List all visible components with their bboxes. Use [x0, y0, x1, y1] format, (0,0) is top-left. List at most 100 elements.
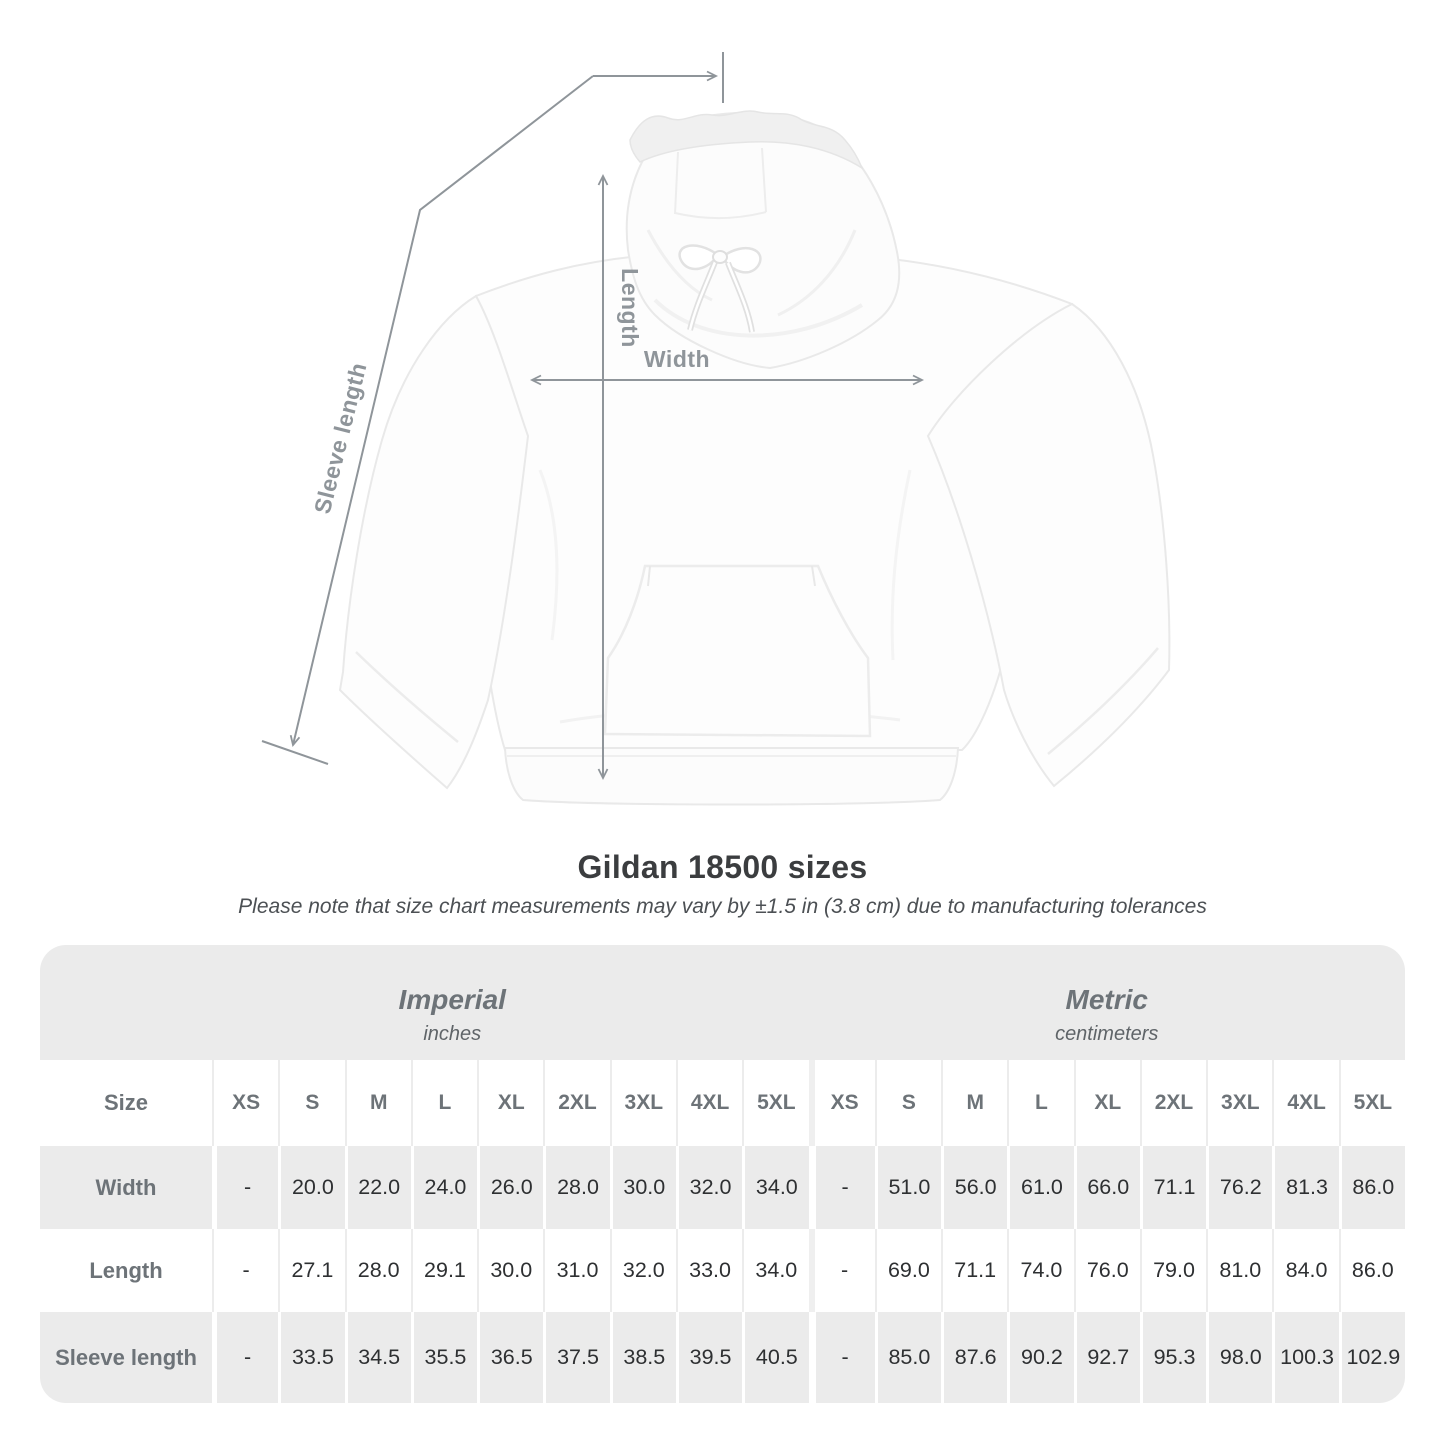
unit-group-header-row: Imperial inches Metric centimeters — [40, 945, 1405, 1060]
value-cell: 33.5 — [278, 1312, 345, 1403]
value-cell: 22.0 — [344, 1146, 411, 1229]
size-header-cell: L — [410, 1060, 477, 1146]
length-label: Length — [617, 268, 643, 348]
length-row: Length -27.1 28.0 29.1 30.0 31.0 32.0 33.0 34.0… — [40, 1229, 1405, 1312]
value-cell: 27.1 — [278, 1229, 344, 1312]
value-cell: 61.0 — [1007, 1146, 1074, 1229]
hoodie-hem-band — [503, 747, 960, 806]
value-cell: 87.6 — [941, 1312, 1008, 1403]
size-header-cell: 5XL — [742, 1060, 808, 1146]
value-cell: 26.0 — [477, 1146, 544, 1229]
value-cell: 33.0 — [675, 1229, 742, 1312]
value-cell: 38.5 — [609, 1312, 676, 1403]
size-header-cell: M — [344, 1060, 411, 1146]
value-cell: 100.3 — [1272, 1312, 1339, 1403]
imperial-group-unit: inches — [423, 1022, 482, 1045]
value-cell: 30.0 — [609, 1146, 676, 1229]
metric-group-unit: centimeters — [1055, 1022, 1159, 1045]
value-cell: 92.7 — [1073, 1312, 1140, 1403]
value-cell: 31.0 — [543, 1229, 609, 1312]
value-cell: 34.5 — [344, 1312, 411, 1403]
value-cell: 86.0 — [1338, 1146, 1405, 1229]
size-header-cell: L — [1007, 1060, 1073, 1146]
size-header-row: Size XS S M L XL 2XL 3XL 4XL 5XL XS S M L XL 2XL 3XL 4XL… — [40, 1060, 1405, 1146]
hoodie-pocket — [603, 564, 872, 738]
value-cell: - — [212, 1146, 279, 1229]
value-cell: 74.0 — [1007, 1229, 1073, 1312]
value-cell: 32.0 — [609, 1229, 676, 1312]
size-header-cell: 3XL — [1206, 1060, 1272, 1146]
sleeve-length-row: Sleeve length -33.5 34.5 35.5 36.5 37.5 38.5 3… — [40, 1312, 1405, 1403]
value-cell: 34.0 — [742, 1229, 808, 1312]
width-label: Width — [644, 346, 710, 372]
value-cell: 34.0 — [742, 1146, 809, 1229]
size-column-header: Size — [103, 1090, 149, 1115]
value-cell: 76.0 — [1073, 1229, 1140, 1312]
value-cell: - — [212, 1312, 279, 1403]
size-table: Imperial inches Metric centimeters Size … — [40, 945, 1405, 1403]
value-cell: 29.1 — [410, 1229, 477, 1312]
size-header-cell: 4XL — [675, 1060, 742, 1146]
hoodie-drawstring — [678, 244, 762, 333]
value-cell: 90.2 — [1007, 1312, 1074, 1403]
size-header-cell: 2XL — [1139, 1060, 1206, 1146]
value-cell: 76.2 — [1206, 1146, 1273, 1229]
value-cell: 81.3 — [1272, 1146, 1339, 1229]
value-cell: 32.0 — [675, 1146, 743, 1229]
value-cell: 71.1 — [941, 1229, 1007, 1312]
value-cell: 39.5 — [675, 1312, 743, 1403]
page-title: Gildan 18500 sizes — [577, 849, 868, 885]
sleeve-length-label: Sleeve length — [309, 360, 372, 516]
row-label-sleeve-length: Sleeve length — [40, 1312, 212, 1403]
row-label-length: Length — [89, 1257, 163, 1283]
value-cell: - — [808, 1229, 875, 1312]
value-cell: 98.0 — [1206, 1312, 1273, 1403]
width-row: Width -20.0 22.0 24.0 26.0 28.0 30.0 32.0 34.0-… — [40, 1146, 1405, 1229]
value-cell: 30.0 — [477, 1229, 543, 1312]
value-cell: - — [212, 1229, 278, 1312]
value-cell: 71.1 — [1139, 1146, 1207, 1229]
size-header-cell: S — [874, 1060, 941, 1146]
size-header-cell: XL — [1073, 1060, 1140, 1146]
imperial-group-title: Imperial — [398, 983, 506, 1015]
metric-group-header: Metric centimeters — [809, 945, 1406, 1060]
value-cell: 84.0 — [1272, 1229, 1338, 1312]
value-cell: 69.0 — [874, 1229, 941, 1312]
value-cell: 35.5 — [410, 1312, 478, 1403]
value-cell: 66.0 — [1073, 1146, 1140, 1229]
value-cell: 85.0 — [874, 1312, 942, 1403]
size-tolerance-note: Please note that size chart measurements… — [238, 895, 1207, 918]
size-header-cell: XL — [477, 1060, 543, 1146]
size-header-cell: 4XL — [1272, 1060, 1338, 1146]
hood-interior — [629, 110, 864, 170]
size-header-cell: S — [278, 1060, 344, 1146]
sleeve-length-end-tick — [261, 740, 329, 765]
value-cell: 20.0 — [278, 1146, 345, 1229]
metric-group-title: Metric — [1065, 983, 1148, 1015]
size-header-cell: XS — [808, 1060, 875, 1146]
value-cell: 24.0 — [410, 1146, 478, 1229]
value-cell: 40.5 — [742, 1312, 809, 1403]
sleeve-length-line — [289, 75, 594, 747]
hoodie-left-sleeve — [338, 294, 530, 790]
value-cell: 28.0 — [344, 1229, 411, 1312]
hoodie-diagram: Sleeve length Length Width — [261, 52, 1171, 806]
value-cell: 102.9 — [1338, 1312, 1405, 1403]
size-header-cell: 3XL — [609, 1060, 676, 1146]
value-cell: 56.0 — [941, 1146, 1008, 1229]
value-cell: 36.5 — [477, 1312, 544, 1403]
row-label-width: Width — [40, 1146, 212, 1229]
value-cell: - — [808, 1146, 875, 1229]
hoodie-right-sleeve — [926, 302, 1171, 788]
value-cell: 81.0 — [1206, 1229, 1272, 1312]
value-cell: 86.0 — [1338, 1229, 1405, 1312]
value-cell: 51.0 — [874, 1146, 942, 1229]
imperial-group-header: Imperial inches — [40, 945, 809, 1060]
value-cell: 28.0 — [543, 1146, 610, 1229]
value-cell: 37.5 — [543, 1312, 610, 1403]
value-cell: 95.3 — [1139, 1312, 1207, 1403]
size-header-cell: 2XL — [543, 1060, 609, 1146]
value-cell: 79.0 — [1139, 1229, 1206, 1312]
size-header-cell: M — [941, 1060, 1007, 1146]
